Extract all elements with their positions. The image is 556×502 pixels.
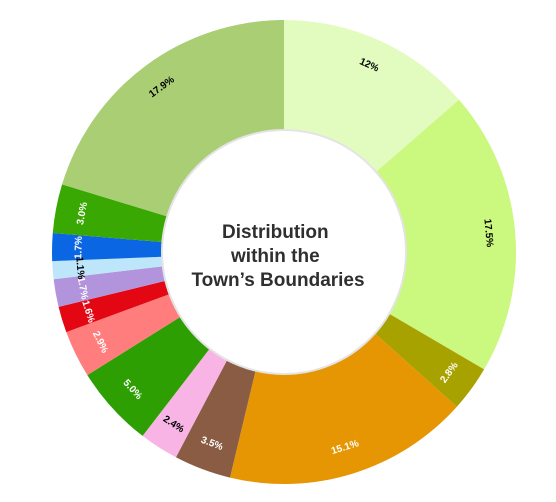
center-title-line-2: within the xyxy=(230,246,320,267)
donut-slice-5 xyxy=(175,356,257,478)
donut-slice-4 xyxy=(229,330,457,484)
center-title-line-1: Distribution xyxy=(222,222,329,243)
donut-slice-1 xyxy=(284,20,460,175)
center-hole xyxy=(171,139,397,365)
donut-slice-6 xyxy=(142,345,230,458)
donut-slice-8 xyxy=(66,292,184,376)
donut-slice-14 xyxy=(62,20,284,218)
slice-label-12: 1.7% xyxy=(73,236,84,259)
donut-slice-3 xyxy=(371,311,485,407)
donut-slice-10 xyxy=(53,265,170,307)
slice-label-11: 1.1% xyxy=(73,256,86,280)
center-title-line-3: Town’s Boundaries xyxy=(191,270,364,291)
center-title: Distribution within the Town’s Boundarie… xyxy=(191,222,364,291)
donut-slice-13 xyxy=(52,184,172,243)
donut-slice-2 xyxy=(373,99,516,370)
slice-label-2: 17.5% xyxy=(481,218,495,247)
donut-slice-12 xyxy=(51,233,167,262)
donut-slices xyxy=(51,20,516,484)
slice-label-13: 3.0% xyxy=(75,201,90,226)
slice-label-10: 1.7% xyxy=(75,276,90,300)
donut-slice-9 xyxy=(58,279,174,333)
donut-slice-7 xyxy=(87,314,213,436)
donut-slice-11 xyxy=(52,256,167,280)
